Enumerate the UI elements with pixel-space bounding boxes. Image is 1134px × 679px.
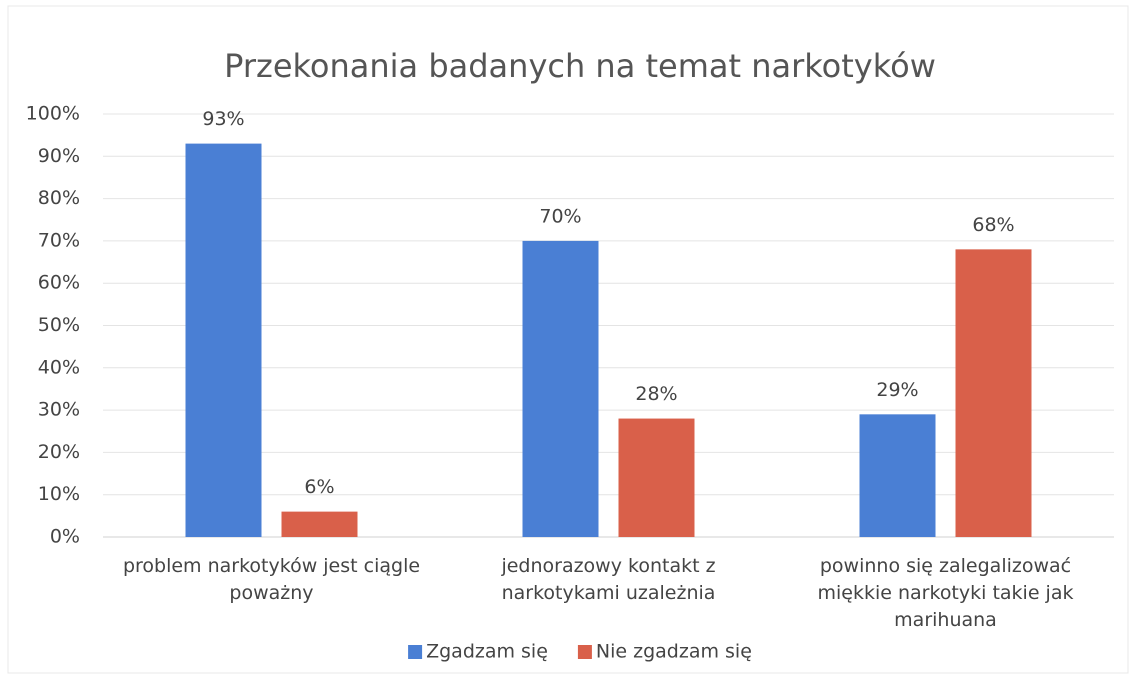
bar — [185, 143, 262, 538]
data-label: 6% — [304, 476, 334, 498]
bar — [281, 511, 358, 537]
y-tick-label: 70% — [38, 229, 80, 251]
y-tick-label: 40% — [38, 356, 80, 378]
x-tick-label: problem narkotyków jest ciągle poważny — [122, 555, 421, 604]
data-label: 29% — [876, 379, 918, 401]
bar — [618, 418, 695, 537]
y-tick-label: 30% — [38, 399, 80, 421]
y-tick-label: 90% — [38, 145, 80, 167]
y-tick-label: 100% — [26, 103, 80, 125]
chart-title: Przekonania badanych na temat narkotyków — [224, 47, 936, 85]
bar — [522, 240, 599, 537]
y-tick-label: 0% — [50, 526, 80, 548]
y-tick-label: 50% — [38, 314, 80, 336]
legend-swatch — [408, 645, 423, 659]
y-tick-label: 10% — [38, 483, 80, 505]
data-label: 68% — [972, 214, 1014, 236]
bar — [955, 249, 1032, 538]
data-label: 70% — [539, 205, 581, 227]
data-label: 28% — [635, 383, 677, 405]
bar — [859, 414, 936, 537]
legend-label: Nie zgadzam się — [596, 641, 752, 663]
x-tick-label: jednorazowy kontakt z narkotykami uzależ… — [501, 555, 716, 604]
x-tick-label: powinno się zalegalizować miękkie narkot… — [817, 555, 1074, 631]
data-label: 93% — [202, 108, 244, 130]
y-tick-label: 60% — [38, 272, 80, 294]
legend-label: Zgadzam się — [426, 641, 548, 663]
y-tick-label: 80% — [38, 187, 80, 209]
y-tick-label: 20% — [38, 441, 80, 463]
legend-swatch — [577, 645, 592, 659]
